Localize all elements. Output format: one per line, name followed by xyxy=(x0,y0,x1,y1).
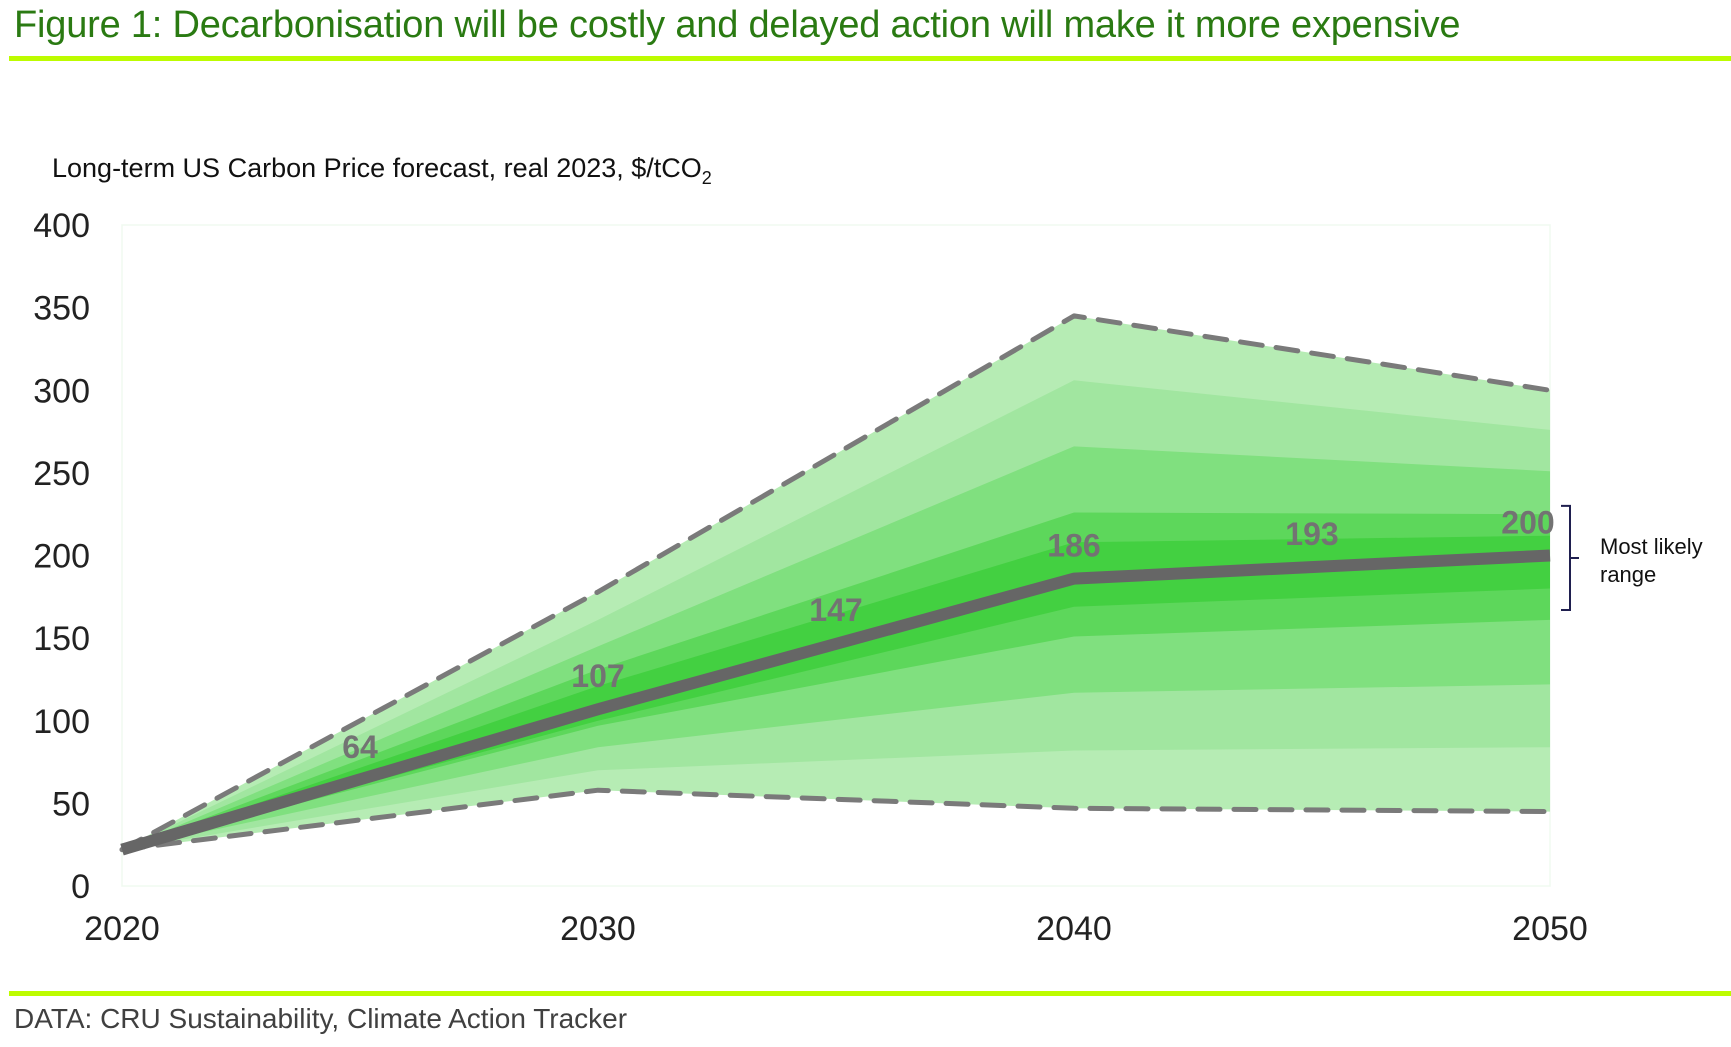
range-bracket xyxy=(1561,504,1579,612)
y-tick-label: 200 xyxy=(33,538,90,576)
x-tick-label: 2040 xyxy=(1036,910,1112,948)
chart-subtitle-text: Long-term US Carbon Price forecast, real… xyxy=(52,153,702,183)
y-tick-label: 100 xyxy=(33,703,90,741)
data-labels: 64 107 147 186 193 200 xyxy=(342,505,1554,766)
x-axis: 2020 2030 2040 2050 xyxy=(84,910,1588,948)
source-note: DATA: CRU Sustainability, Climate Action… xyxy=(14,1003,628,1034)
bound-lines xyxy=(119,313,1553,853)
chart-subtitle-subscript: 2 xyxy=(702,168,712,188)
lower-bound-line xyxy=(119,787,1553,853)
median-series xyxy=(120,549,1551,856)
annotation-text-line1: Most likely xyxy=(1600,534,1703,559)
y-tick-label: 400 xyxy=(33,207,90,245)
upper-bound-line xyxy=(119,313,1553,853)
data-label: 200 xyxy=(1501,505,1554,541)
y-tick-label: 0 xyxy=(71,868,90,906)
most-likely-range-annotation: Most likely range xyxy=(1561,504,1703,612)
data-label: 147 xyxy=(809,592,862,628)
footer-rule xyxy=(9,991,1731,996)
data-label: 107 xyxy=(571,658,624,694)
data-label: 193 xyxy=(1285,516,1338,552)
figure-title: Figure 1: Decarbonisation will be costly… xyxy=(14,4,1461,46)
y-tick-label: 350 xyxy=(33,290,90,328)
forecast-bands xyxy=(122,315,1550,850)
y-axis: 0 50 100 150 200 250 300 350 400 xyxy=(33,207,90,906)
title-rule xyxy=(9,56,1731,61)
chart-subtitle: Long-term US Carbon Price forecast, real… xyxy=(52,153,712,188)
median-line xyxy=(120,549,1551,856)
x-tick-label: 2030 xyxy=(560,910,636,948)
data-label: 64 xyxy=(342,729,378,765)
y-tick-label: 250 xyxy=(33,455,90,493)
x-tick-label: 2020 xyxy=(84,910,160,948)
x-tick-label: 2050 xyxy=(1512,910,1588,948)
y-tick-label: 150 xyxy=(33,620,90,658)
y-tick-label: 50 xyxy=(52,785,90,823)
data-label: 186 xyxy=(1047,528,1100,564)
y-tick-label: 300 xyxy=(33,372,90,410)
annotation-text-line2: range xyxy=(1600,562,1656,587)
